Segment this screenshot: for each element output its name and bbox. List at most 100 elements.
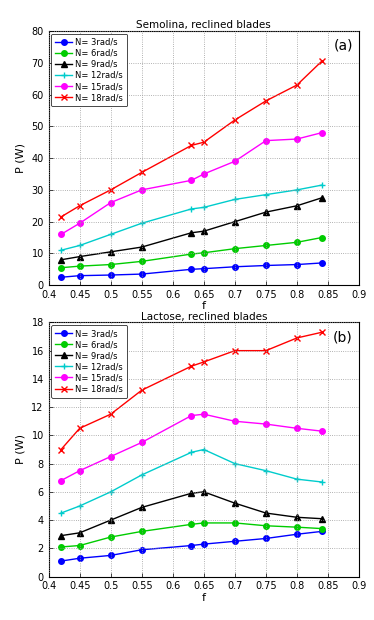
N= 15rad/s bbox=[319, 129, 324, 136]
N= 15rad/s bbox=[319, 427, 324, 435]
N= 6rad/s bbox=[202, 519, 206, 526]
N= 18rad/s bbox=[140, 386, 144, 394]
N= 3rad/s bbox=[140, 546, 144, 554]
N= 12rad/s bbox=[108, 231, 113, 238]
N= 18rad/s bbox=[202, 358, 206, 366]
Line: N= 18rad/s: N= 18rad/s bbox=[58, 329, 325, 452]
N= 15rad/s bbox=[140, 439, 144, 446]
N= 12rad/s bbox=[189, 449, 194, 456]
N= 18rad/s bbox=[108, 410, 113, 418]
Text: (a): (a) bbox=[333, 38, 353, 53]
N= 15rad/s bbox=[77, 219, 82, 227]
N= 3rad/s bbox=[233, 263, 237, 270]
N= 6rad/s bbox=[202, 249, 206, 257]
N= 18rad/s bbox=[319, 58, 324, 65]
N= 3rad/s bbox=[264, 534, 268, 542]
N= 12rad/s bbox=[295, 476, 299, 483]
N= 9rad/s bbox=[295, 513, 299, 521]
N= 6rad/s bbox=[140, 528, 144, 535]
N= 9rad/s bbox=[59, 532, 63, 539]
Y-axis label: P (W): P (W) bbox=[16, 143, 26, 173]
Legend: N= 3rad/s, N= 6rad/s, N= 9rad/s, N= 12rad/s, N= 15rad/s, N= 18rad/s: N= 3rad/s, N= 6rad/s, N= 9rad/s, N= 12ra… bbox=[51, 33, 127, 106]
N= 3rad/s bbox=[202, 541, 206, 548]
N= 15rad/s bbox=[189, 412, 194, 419]
N= 6rad/s bbox=[233, 245, 237, 252]
N= 18rad/s bbox=[140, 169, 144, 176]
N= 3rad/s bbox=[189, 542, 194, 549]
N= 9rad/s bbox=[140, 243, 144, 250]
N= 15rad/s bbox=[108, 199, 113, 206]
N= 9rad/s bbox=[140, 503, 144, 511]
N= 3rad/s bbox=[233, 538, 237, 545]
N= 3rad/s bbox=[59, 557, 63, 565]
N= 18rad/s bbox=[59, 446, 63, 453]
N= 12rad/s bbox=[295, 186, 299, 193]
N= 3rad/s bbox=[108, 552, 113, 559]
N= 18rad/s bbox=[189, 363, 194, 370]
N= 9rad/s bbox=[264, 208, 268, 216]
N= 12rad/s bbox=[108, 488, 113, 495]
N= 6rad/s bbox=[59, 264, 63, 272]
Text: (b): (b) bbox=[333, 330, 353, 344]
N= 6rad/s bbox=[264, 242, 268, 249]
N= 18rad/s bbox=[264, 347, 268, 355]
Line: N= 9rad/s: N= 9rad/s bbox=[58, 489, 325, 538]
N= 9rad/s bbox=[319, 515, 324, 523]
N= 3rad/s bbox=[59, 273, 63, 281]
N= 6rad/s bbox=[77, 542, 82, 549]
N= 3rad/s bbox=[77, 554, 82, 562]
Line: N= 3rad/s: N= 3rad/s bbox=[58, 529, 325, 564]
N= 6rad/s bbox=[77, 262, 82, 270]
N= 12rad/s bbox=[264, 467, 268, 474]
X-axis label: f: f bbox=[202, 593, 206, 603]
N= 3rad/s bbox=[264, 262, 268, 269]
N= 18rad/s bbox=[233, 117, 237, 124]
N= 18rad/s bbox=[319, 329, 324, 336]
N= 12rad/s bbox=[319, 182, 324, 189]
N= 15rad/s bbox=[233, 417, 237, 425]
X-axis label: f: f bbox=[202, 301, 206, 311]
N= 6rad/s bbox=[108, 261, 113, 268]
N= 12rad/s bbox=[140, 471, 144, 479]
N= 9rad/s bbox=[108, 248, 113, 255]
Title: Semolina, reclined blades: Semolina, reclined blades bbox=[137, 20, 271, 30]
N= 18rad/s bbox=[264, 97, 268, 105]
N= 9rad/s bbox=[295, 202, 299, 210]
N= 9rad/s bbox=[189, 229, 194, 236]
N= 15rad/s bbox=[108, 453, 113, 460]
N= 3rad/s bbox=[295, 531, 299, 538]
N= 12rad/s bbox=[319, 478, 324, 485]
N= 15rad/s bbox=[140, 186, 144, 193]
Line: N= 6rad/s: N= 6rad/s bbox=[58, 520, 325, 550]
N= 3rad/s bbox=[319, 259, 324, 267]
N= 15rad/s bbox=[202, 410, 206, 418]
N= 6rad/s bbox=[189, 250, 194, 258]
N= 18rad/s bbox=[108, 186, 113, 193]
N= 18rad/s bbox=[59, 213, 63, 221]
N= 15rad/s bbox=[77, 467, 82, 474]
N= 15rad/s bbox=[233, 157, 237, 165]
N= 12rad/s bbox=[140, 219, 144, 227]
N= 6rad/s bbox=[264, 522, 268, 529]
N= 15rad/s bbox=[264, 420, 268, 428]
N= 18rad/s bbox=[233, 347, 237, 355]
N= 6rad/s bbox=[319, 525, 324, 533]
N= 9rad/s bbox=[77, 253, 82, 260]
N= 12rad/s bbox=[59, 247, 63, 254]
N= 9rad/s bbox=[189, 490, 194, 497]
Line: N= 9rad/s: N= 9rad/s bbox=[58, 195, 325, 262]
N= 18rad/s bbox=[189, 141, 194, 149]
N= 18rad/s bbox=[77, 425, 82, 432]
N= 15rad/s bbox=[59, 477, 63, 484]
N= 12rad/s bbox=[233, 460, 237, 467]
N= 15rad/s bbox=[295, 425, 299, 432]
N= 9rad/s bbox=[77, 529, 82, 536]
N= 9rad/s bbox=[264, 510, 268, 517]
N= 6rad/s bbox=[319, 234, 324, 241]
N= 3rad/s bbox=[189, 265, 194, 273]
Line: N= 12rad/s: N= 12rad/s bbox=[58, 182, 325, 254]
N= 18rad/s bbox=[295, 81, 299, 89]
N= 3rad/s bbox=[295, 261, 299, 268]
N= 3rad/s bbox=[140, 270, 144, 278]
N= 3rad/s bbox=[108, 272, 113, 279]
